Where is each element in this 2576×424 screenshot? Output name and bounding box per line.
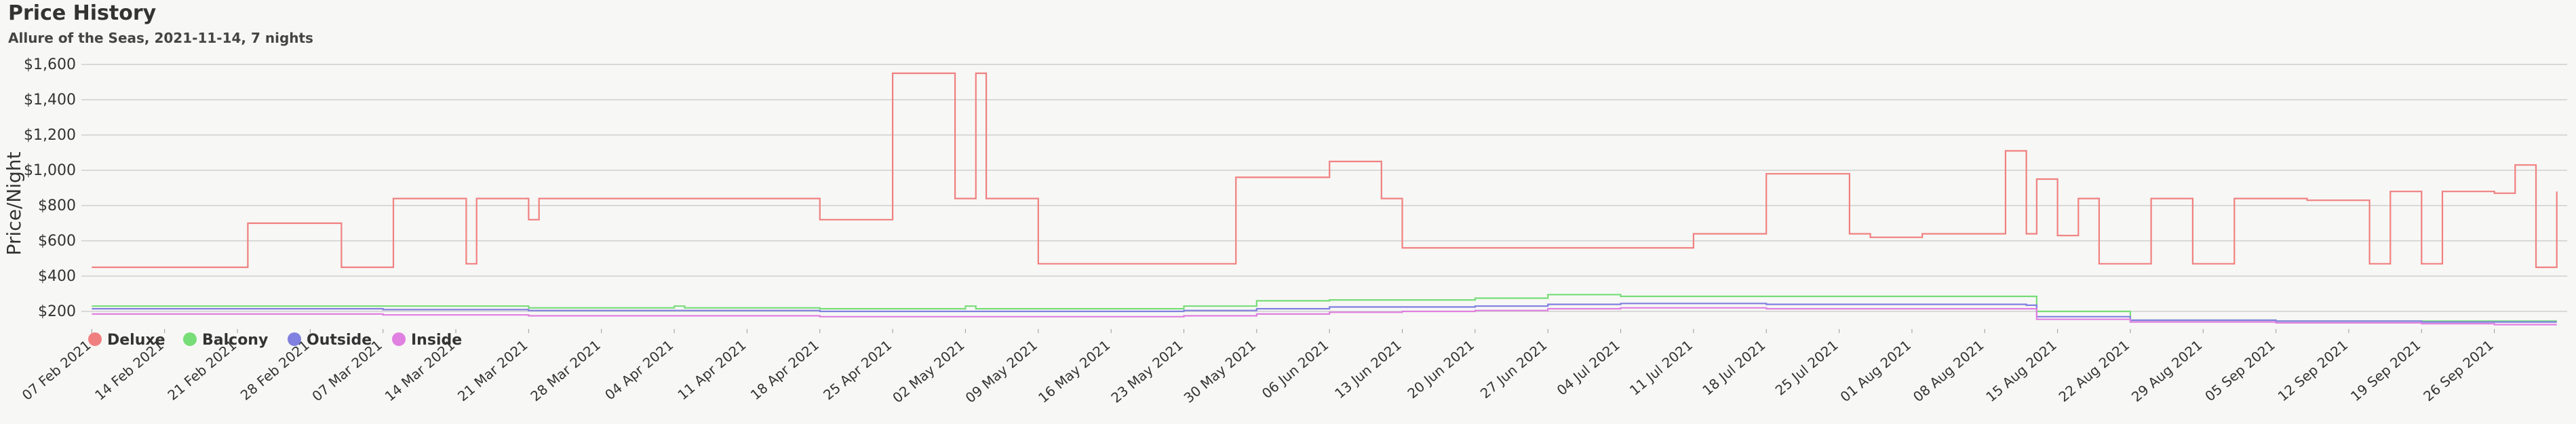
grid-lines [81, 64, 2567, 312]
legend-label-outside: Outside [307, 332, 372, 349]
x-tick-label: 11 Apr 2021 [674, 336, 749, 403]
x-tick-label: 12 Sep 2021 [2275, 336, 2351, 404]
x-tick-label: 09 May 2021 [962, 336, 1040, 406]
x-tick-label: 21 Mar 2021 [454, 336, 531, 404]
series-lines [92, 72, 2558, 326]
legend-swatch-inside [392, 332, 406, 346]
series-line-deluxe [92, 72, 2558, 269]
x-tick-label: 13 Jun 2021 [1331, 336, 1405, 402]
legend-swatch-deluxe [88, 332, 102, 346]
x-tick-label: 20 Jun 2021 [1404, 336, 1477, 402]
y-tick-label: $200 [38, 303, 76, 320]
x-tick-label: 22 Aug 2021 [2056, 336, 2133, 405]
x-tick-label: 01 Aug 2021 [1837, 336, 1915, 405]
x-tick-label: 11 Jul 2021 [1626, 336, 1696, 398]
x-tick-label: 25 Apr 2021 [820, 336, 895, 403]
legend-label-balcony: Balcony [202, 332, 268, 349]
y-axis-ticks: $200 $400 $600 $800 $1,000 $1,200 $1,400 $1,600 [24, 56, 76, 320]
legend-swatch-outside [288, 332, 301, 346]
x-tick-label: 26 Sep 2021 [2420, 336, 2497, 404]
x-tick-label: 25 Jul 2021 [1772, 336, 1841, 398]
x-tick-label: 06 Jun 2021 [1259, 336, 1332, 402]
y-tick-label: $400 [38, 268, 76, 285]
x-tick-label: 29 Aug 2021 [2128, 336, 2206, 405]
series-line-inside [92, 307, 2557, 326]
y-tick-label: $1,400 [24, 92, 76, 109]
legend-label-deluxe: Deluxe [107, 332, 165, 349]
legend-swatch-balcony [183, 332, 197, 346]
y-tick-label: $600 [38, 233, 76, 250]
x-tick-label: 16 May 2021 [1035, 336, 1113, 406]
x-tick-label: 19 Sep 2021 [2347, 336, 2424, 404]
x-tick-label: 28 Mar 2021 [527, 336, 604, 404]
x-tick-label: 18 Apr 2021 [747, 336, 822, 403]
legend: Deluxe Balcony Outside Inside [88, 332, 462, 349]
x-tick-label: 18 Jul 2021 [1699, 336, 1768, 398]
legend-label-inside: Inside [411, 332, 462, 349]
x-tick-label: 04 Apr 2021 [602, 336, 676, 403]
x-tick-label: 04 Jul 2021 [1554, 336, 1623, 398]
series-line-balcony [92, 294, 2557, 322]
y-tick-label: $1,200 [24, 127, 76, 144]
chart-subtitle: Allure of the Seas, 2021-11-14, 7 nights [8, 30, 313, 46]
x-tick-label: 05 Sep 2021 [2202, 336, 2278, 404]
y-tick-label: $1,000 [24, 162, 76, 179]
y-axis-title: Price/Night [3, 152, 25, 256]
x-tick-label: 07 Feb 2021 [19, 336, 94, 403]
x-tick-label: 27 Jun 2021 [1477, 336, 1550, 402]
y-tick-label: $800 [38, 197, 76, 214]
x-tick-label: 30 May 2021 [1181, 336, 1259, 406]
x-tick-label: 02 May 2021 [889, 336, 967, 406]
x-tick-label: 23 May 2021 [1108, 336, 1186, 406]
x-tick-label: 15 Aug 2021 [1983, 336, 2060, 405]
y-tick-label: $1,600 [24, 56, 76, 73]
x-tick-label: 08 Aug 2021 [1910, 336, 1987, 405]
chart-title: Price History [8, 1, 157, 25]
series-line-outside [92, 303, 2557, 323]
